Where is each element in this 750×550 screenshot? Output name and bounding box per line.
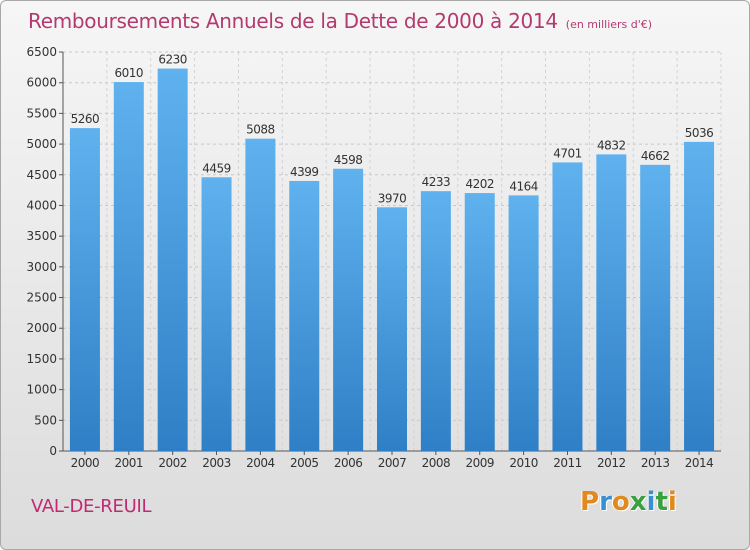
x-tick-label: 2000 bbox=[71, 456, 100, 470]
y-tick-label: 1500 bbox=[26, 352, 57, 366]
x-tick-label: 2005 bbox=[290, 456, 319, 470]
proxiti-logo[interactable]: Proxiti bbox=[580, 487, 677, 517]
chart-subtitle: (en milliers d'€) bbox=[565, 18, 653, 31]
bar bbox=[113, 82, 144, 451]
bar-value-label: 5036 bbox=[685, 126, 714, 140]
x-tick-label: 2012 bbox=[597, 456, 626, 470]
bar-value-label: 4399 bbox=[290, 165, 319, 179]
bar bbox=[377, 207, 407, 451]
bar-value-label: 5088 bbox=[246, 123, 275, 137]
y-tick-label: 6500 bbox=[26, 45, 57, 59]
x-tick-label: 2010 bbox=[509, 456, 538, 470]
bar-value-label: 4164 bbox=[509, 179, 538, 193]
bar-value-label: 4459 bbox=[202, 161, 231, 175]
logo-letter: i bbox=[667, 487, 677, 517]
labels: 0 500 1000 1500 2000 2500 3000 3500 4000 4500 5000… bbox=[26, 45, 713, 470]
commune-name: VAL-DE-REUIL bbox=[31, 496, 152, 517]
bar-value-label: 6010 bbox=[115, 66, 144, 80]
y-tick-label: 0 bbox=[49, 444, 57, 458]
bar-value-label: 4662 bbox=[641, 149, 670, 163]
x-tick-label: 2014 bbox=[685, 456, 714, 470]
y-tick-label: 3500 bbox=[26, 229, 57, 243]
bar bbox=[333, 168, 364, 451]
x-tick-label: 2002 bbox=[158, 456, 187, 470]
y-tick-label: 2000 bbox=[26, 321, 57, 335]
bar bbox=[640, 164, 671, 451]
logo-letter: t bbox=[655, 487, 668, 517]
bar-value-label: 5260 bbox=[71, 112, 100, 126]
y-tick-label: 6000 bbox=[26, 76, 57, 90]
bar bbox=[464, 193, 495, 452]
x-tick-label: 2004 bbox=[246, 456, 275, 470]
logo-letter: P bbox=[580, 487, 600, 517]
bar-value-label: 4598 bbox=[334, 153, 363, 167]
bar-value-label: 4233 bbox=[422, 175, 451, 189]
bar-value-label: 3970 bbox=[378, 191, 407, 205]
bar bbox=[684, 141, 715, 452]
logo-letter: r bbox=[599, 487, 612, 517]
x-tick-label: 2009 bbox=[465, 456, 494, 470]
logo-letter: i bbox=[646, 487, 656, 517]
bar bbox=[289, 180, 320, 452]
x-tick-label: 2007 bbox=[378, 456, 407, 470]
bar bbox=[245, 138, 276, 451]
y-tick-label: 1000 bbox=[26, 383, 57, 397]
y-tick-label: 4500 bbox=[26, 168, 57, 182]
bar-value-label: 4832 bbox=[597, 138, 626, 152]
y-tick-label: 3000 bbox=[26, 260, 57, 274]
x-tick-label: 2001 bbox=[115, 456, 144, 470]
logo-letter: o bbox=[611, 487, 630, 517]
y-tick-label: 5500 bbox=[26, 106, 57, 120]
x-tick-label: 2008 bbox=[422, 456, 451, 470]
y-tick-label: 500 bbox=[34, 413, 57, 427]
bar-value-label: 4202 bbox=[465, 177, 494, 191]
logo-letter: x bbox=[629, 487, 647, 517]
bar bbox=[552, 162, 583, 452]
bar-value-label: 6230 bbox=[158, 53, 187, 67]
chart-title-text: Remboursements Annuels de la Dette de 20… bbox=[28, 9, 558, 33]
x-tick-label: 2013 bbox=[641, 456, 670, 470]
bar bbox=[157, 68, 188, 451]
bar-value-label: 4701 bbox=[553, 146, 582, 160]
y-tick-label: 2500 bbox=[26, 291, 57, 305]
bar bbox=[596, 154, 627, 452]
bar bbox=[69, 128, 100, 451]
x-tick-label: 2011 bbox=[553, 456, 582, 470]
y-tick-label: 5000 bbox=[26, 137, 57, 151]
bars bbox=[69, 68, 715, 452]
x-tick-label: 2006 bbox=[334, 456, 363, 470]
bar bbox=[508, 195, 539, 451]
x-tick-label: 2003 bbox=[202, 456, 231, 470]
bar bbox=[201, 177, 232, 451]
y-tick-label: 4000 bbox=[26, 198, 57, 212]
bar bbox=[420, 191, 451, 451]
chart-title: Remboursements Annuels de la Dette de 20… bbox=[28, 9, 652, 33]
